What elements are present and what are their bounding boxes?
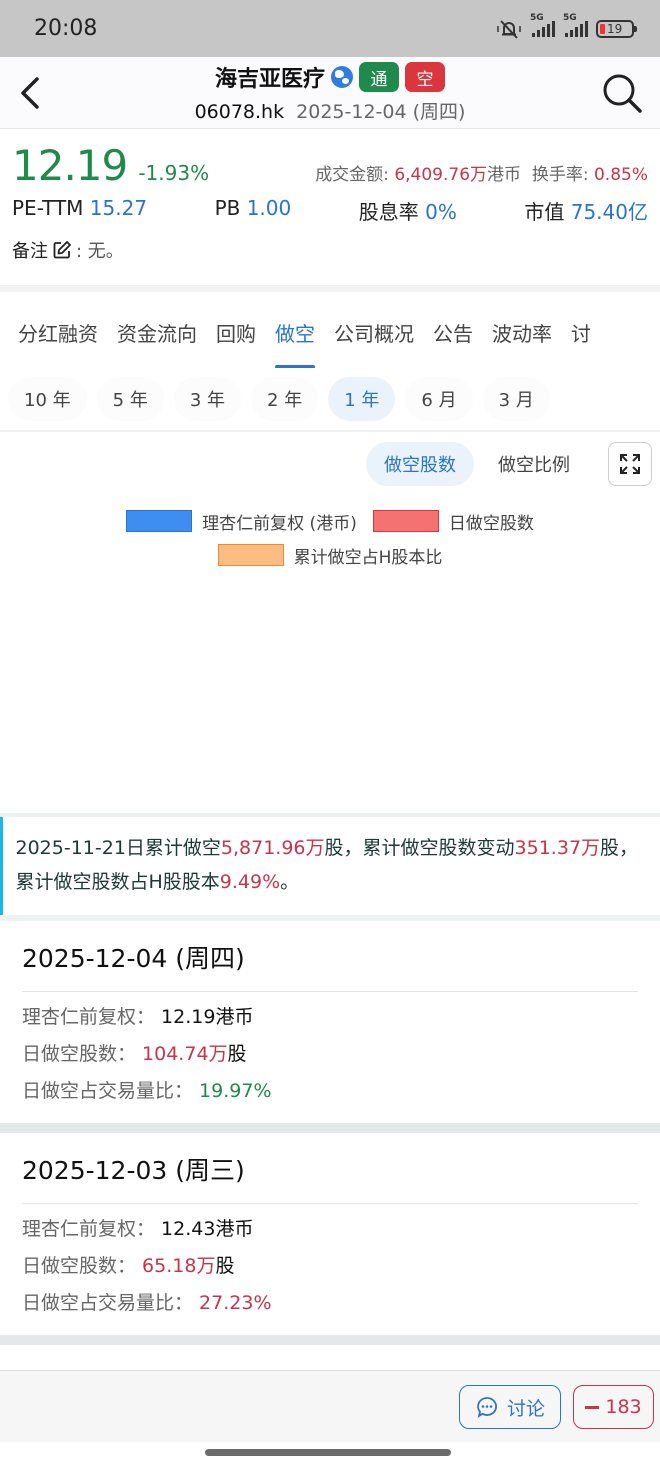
- tab-dividend-financing[interactable]: 分红融资: [18, 321, 98, 346]
- tab-company-profile[interactable]: 公司概况: [334, 321, 414, 346]
- home-indicator[interactable]: [205, 1449, 451, 1456]
- quote-panel: 12.19 -1.93% 成交金额: 6,409.76万港币 换手率: 0.85…: [0, 129, 660, 286]
- day-short-row: 日做空股数： 65.18万股: [22, 1255, 235, 1277]
- day-ratio-row: 日做空占交易量比： 19.97%: [22, 1080, 272, 1102]
- stock-code: 06078.hk: [194, 101, 285, 123]
- back-button[interactable]: [10, 73, 50, 113]
- turnover-rate-value: 0.85%: [593, 165, 648, 185]
- mode-short-ratio[interactable]: 做空比例: [498, 455, 570, 476]
- legend-swatch-daily-short[interactable]: [372, 510, 439, 532]
- tab-announcements[interactable]: 公告: [433, 321, 473, 346]
- cum-short-change: 351.37万: [514, 837, 601, 859]
- valuation-row: PE-TTM 15.27 PB 1.00 股息率 0% 市值 75.40亿: [12, 196, 648, 225]
- tab-short-selling[interactable]: 做空: [275, 314, 315, 368]
- discuss-button[interactable]: 讨论: [459, 1385, 561, 1429]
- period-6m[interactable]: 6 月: [405, 377, 473, 421]
- legend-swatch-cum-ratio[interactable]: [217, 544, 284, 566]
- period-1y[interactable]: 1 年: [328, 377, 396, 421]
- search-icon: [603, 74, 642, 113]
- day-ratio-row: 日做空占交易量比： 27.23%: [22, 1292, 272, 1314]
- bottom-action-bar: 讨论 183: [0, 1370, 660, 1442]
- pb: PB 1.00: [214, 196, 292, 220]
- turnover-info: 成交金额: 6,409.76万港币 换手率: 0.85%: [315, 165, 648, 185]
- tab-capital-flow[interactable]: 资金流向: [117, 321, 197, 346]
- subtitle-row: 06078.hk 2025-12-04 (周四): [0, 97, 660, 124]
- tab-buyback[interactable]: 回购: [216, 321, 256, 346]
- pe-ttm: PE-TTM 15.27: [12, 196, 148, 220]
- cum-short-ratio: 9.49%: [219, 871, 281, 893]
- period-10y[interactable]: 10 年: [8, 377, 87, 421]
- globe-icon: [331, 66, 353, 88]
- day-card-date: 2025-12-03 (周三): [22, 1151, 638, 1204]
- fullscreen-button[interactable]: [608, 442, 652, 486]
- minus-icon: [585, 1405, 600, 1409]
- edit-icon[interactable]: [52, 240, 72, 260]
- note-value: : 无。: [76, 241, 124, 262]
- short-summary: 2025-11-21日累计做空5,871.96万股，累计做空股数变动351.37…: [0, 817, 660, 921]
- period-3m[interactable]: 3 月: [482, 377, 550, 421]
- day-short-row: 日做空股数： 104.74万股: [22, 1043, 247, 1065]
- signal-icon-1: 5G: [530, 13, 555, 37]
- watch-count: 183: [605, 1396, 642, 1418]
- app-header: 海吉亚医疗 通 空 06078.hk 2025-12-04 (周四): [0, 57, 660, 129]
- last-price: 12.19: [12, 141, 128, 190]
- chat-bubble-icon: [477, 1397, 497, 1418]
- tab-volatility[interactable]: 波动率: [492, 321, 552, 346]
- day-card-date: 2025-12-04 (周四): [22, 939, 638, 992]
- price-change-pct: -1.93%: [138, 161, 210, 185]
- dividend-yield: 股息率 0%: [358, 200, 457, 224]
- connect-badge[interactable]: 通: [359, 62, 399, 92]
- short-chart[interactable]: 理杏仁 lixinger.com 9.49% 4.73% 4.35% 18.30…: [0, 562, 660, 812]
- day-card: 2025-12-04 (周四) 理杏仁前复权： 12.19港币 日做空股数： 1…: [0, 921, 660, 1133]
- section-tabs: 分红融资 资金流向 回购 做空 公司概况 公告 波动率 讨: [0, 286, 660, 368]
- status-icons: 5G 5G 19: [496, 13, 637, 40]
- mode-short-shares[interactable]: 做空股数: [366, 442, 474, 486]
- day-price-row: 理杏仁前复权： 12.19港币: [22, 1006, 254, 1028]
- legend-price-label[interactable]: 理杏仁前复权 (港币): [202, 513, 357, 534]
- period-selector: 10 年 5 年 3 年 2 年 1 年 6 月 3 月: [0, 368, 660, 432]
- title-row: 海吉亚医疗 通 空: [0, 61, 660, 93]
- period-5y[interactable]: 5 年: [96, 377, 164, 421]
- summary-text: 2025-11-21日累计做空5,871.96万股，累计做空股数变动351.37…: [15, 837, 639, 893]
- discuss-label: 讨论: [506, 1397, 545, 1420]
- note-label: 备注: [12, 241, 48, 262]
- turnover-value: 6,409.76万: [394, 165, 488, 185]
- day-card: 2025-12-03 (周三) 理杏仁前复权： 12.43港币 日做空股数： 6…: [0, 1133, 660, 1345]
- legend-daily-short-label[interactable]: 日做空股数: [448, 513, 534, 534]
- legend-swatch-price[interactable]: [126, 510, 193, 532]
- market-cap: 市值 75.40亿: [524, 200, 648, 224]
- expand-icon: [620, 454, 640, 474]
- tab-discussion[interactable]: 讨: [571, 321, 591, 346]
- chevron-left-icon: [21, 77, 39, 109]
- signal-icon-2: 5G: [563, 13, 588, 37]
- status-time: 20:08: [34, 16, 98, 41]
- cum-short-value: 5,871.96万: [220, 837, 325, 859]
- watch-count-button[interactable]: 183: [573, 1385, 654, 1429]
- search-button[interactable]: [600, 71, 644, 115]
- note-row[interactable]: 备注 : 无。: [12, 237, 648, 263]
- day-price-row: 理杏仁前复权： 12.43港币: [22, 1218, 254, 1240]
- legend-cum-ratio-label[interactable]: 累计做空占H股本比: [293, 547, 443, 568]
- chart-mode-toggle: 做空股数 做空比例: [366, 442, 588, 486]
- chart-legend: 理杏仁前复权 (港币) 日做空股数 累计做空占H股本比: [0, 504, 660, 572]
- short-chart-section: 做空股数 做空比例 理杏仁前复权 (港币) 日做空股数 累计做空占H股本比: [0, 432, 660, 817]
- summary-accent-bar: [0, 817, 4, 915]
- status-bar: 20:08 5G 5G 19: [0, 0, 660, 57]
- battery-icon: 19: [596, 19, 637, 38]
- period-3y[interactable]: 3 年: [173, 377, 242, 421]
- short-badge[interactable]: 空: [405, 62, 445, 92]
- period-2y[interactable]: 2 年: [251, 377, 319, 421]
- stock-name: 海吉亚医疗: [214, 67, 325, 92]
- mute-bell-icon: [497, 19, 521, 39]
- header-date: 2025-12-04 (周四): [296, 101, 466, 123]
